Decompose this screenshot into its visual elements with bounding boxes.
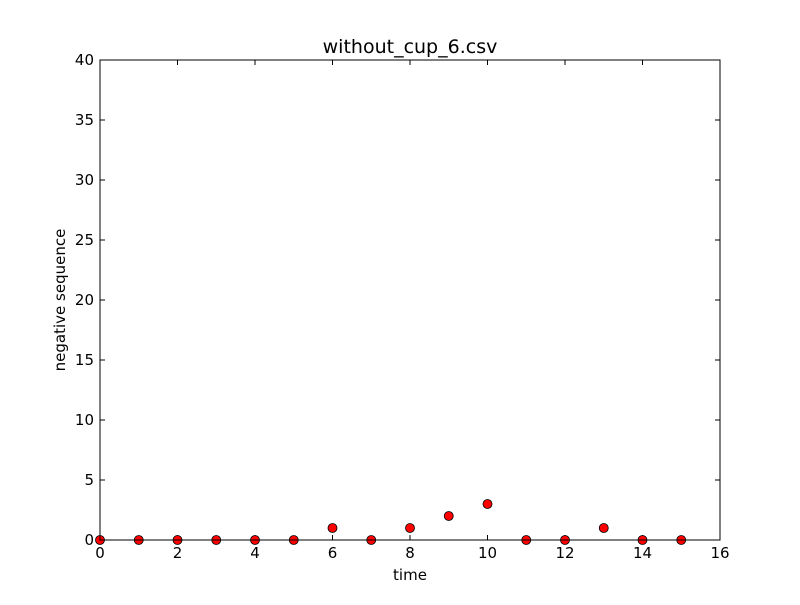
- x-tick-label: 8: [405, 544, 415, 562]
- axis-ticks: 0 2 4 6 8 10 12 14 16 0 5 10 15 20 25 30 35 40: [75, 51, 730, 562]
- y-tick-label: 0: [84, 531, 94, 549]
- data-point: [405, 523, 415, 533]
- x-tick-label: 0: [95, 544, 105, 562]
- y-tick-label: 35: [75, 111, 94, 129]
- y-tick-label: 5: [84, 471, 94, 489]
- y-tick-label: 20: [75, 291, 94, 309]
- chart-title: without_cup_6.csv: [323, 36, 498, 58]
- x-tick-label: 12: [555, 544, 574, 562]
- data-point: [598, 523, 609, 533]
- x-tick-label: 6: [328, 544, 338, 562]
- data-points: [95, 499, 687, 545]
- y-tick-label: 10: [75, 411, 94, 429]
- x-tick-label: 4: [250, 544, 260, 562]
- x-tick-label: 2: [173, 544, 183, 562]
- x-tick-label: 14: [633, 544, 652, 562]
- y-tick-label: 40: [75, 51, 94, 69]
- y-axis-label: negative sequence: [51, 229, 69, 372]
- y-tick-label: 25: [75, 231, 94, 249]
- data-point: [482, 499, 493, 509]
- x-tick-label: 10: [478, 544, 497, 562]
- plot-area-frame: [99, 59, 721, 541]
- data-point: [443, 511, 454, 521]
- y-tick-label: 15: [75, 351, 94, 369]
- x-axis-label: time: [393, 566, 427, 584]
- x-tick-label: 16: [710, 544, 729, 562]
- y-tick-label: 30: [75, 171, 94, 189]
- data-point: [327, 523, 338, 533]
